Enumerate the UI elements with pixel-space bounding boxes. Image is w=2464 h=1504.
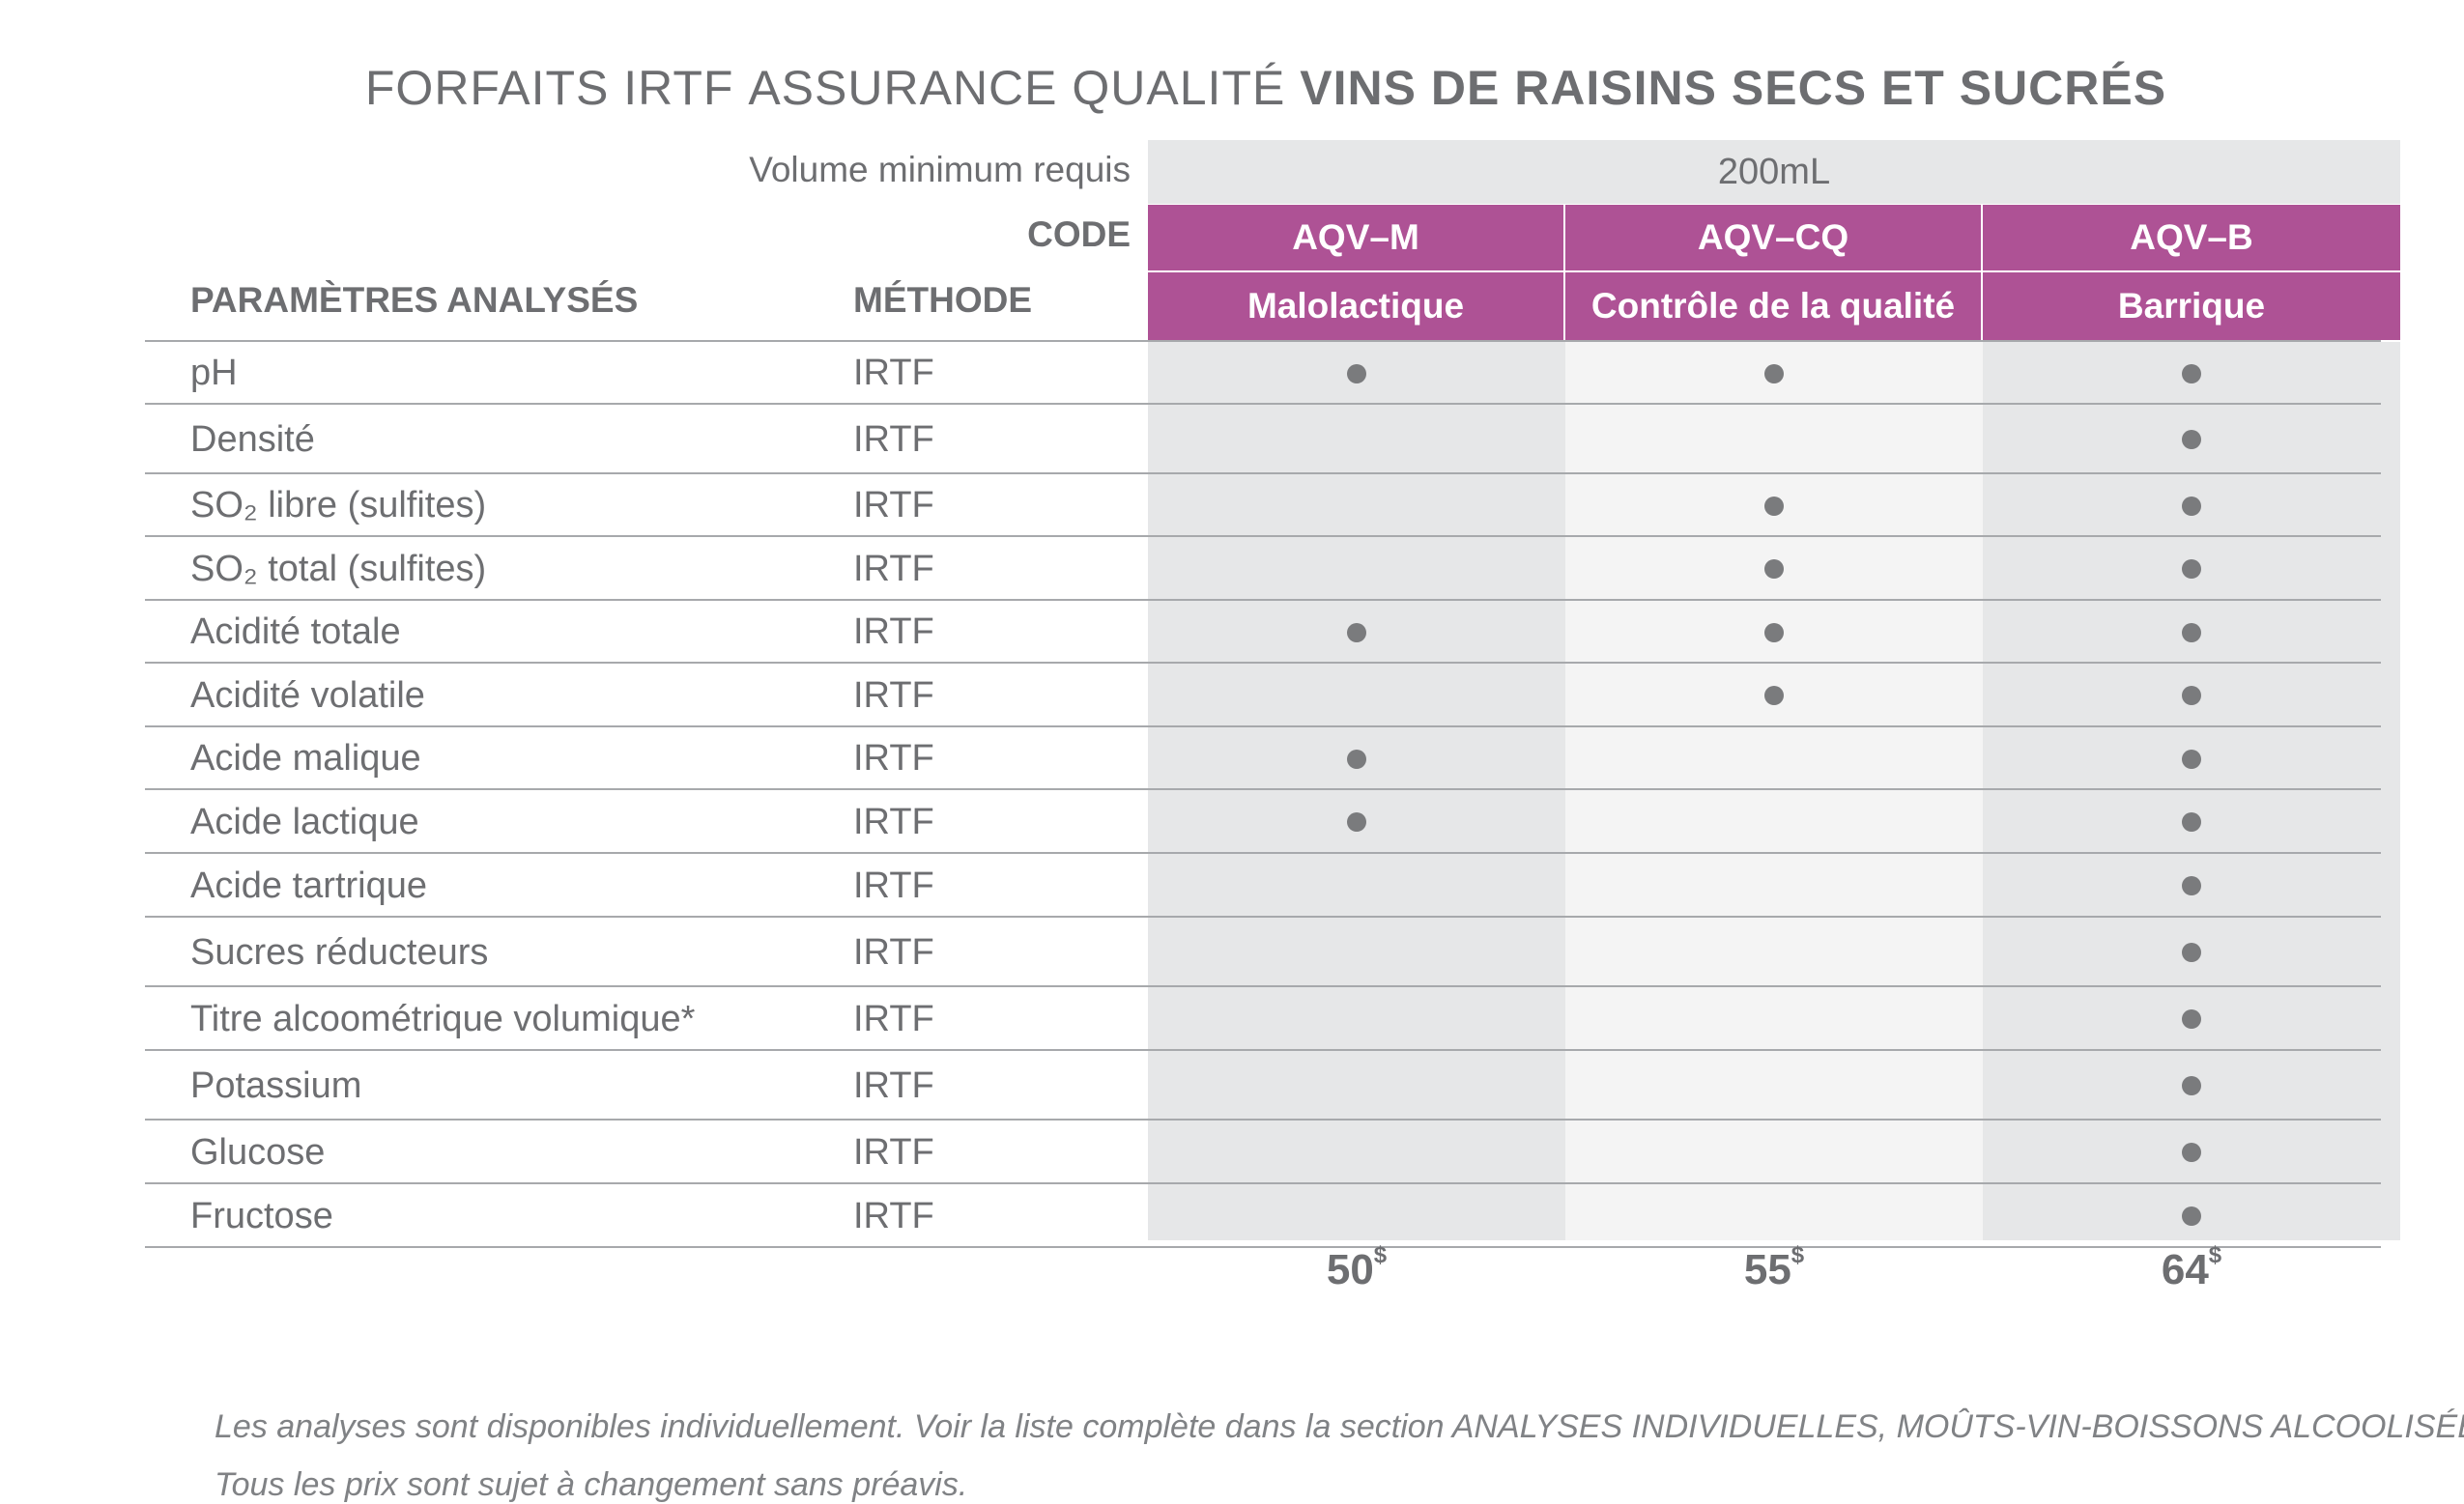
parameter-name: Densité: [190, 418, 315, 460]
row-divider: [145, 599, 2381, 601]
row-divider: [145, 985, 2381, 987]
parameter-name: SO₂ libre (sulfites): [190, 485, 487, 525]
package-name-0: Malolactique: [1148, 272, 1563, 340]
included-dot: [1764, 496, 1784, 516]
included-dot: [1764, 686, 1784, 705]
note-prices: Tous les prix sont sujet à changement sa…: [215, 1466, 968, 1503]
parameter-name: Acide malique: [190, 738, 421, 779]
method-value: IRTF: [853, 801, 934, 842]
included-dot: [1347, 363, 1366, 383]
included-dot: [2182, 559, 2201, 579]
parameter-name: Sucres réducteurs: [190, 931, 489, 973]
row-divider: [145, 1049, 2381, 1051]
package-price-0: 50$: [1260, 1242, 1453, 1294]
row-divider: [145, 403, 2381, 405]
title-part-1: FORFAITS IRTF: [364, 61, 734, 115]
method-value: IRTF: [853, 611, 934, 652]
package-name-1: Contrôle de la qualité: [1565, 272, 1981, 340]
included-dot: [2182, 622, 2201, 642]
code-label: CODE: [1027, 214, 1131, 254]
row-divider: [145, 852, 2381, 854]
method-value: IRTF: [853, 1195, 934, 1236]
price-amount: 50: [1326, 1246, 1374, 1293]
method-value: IRTF: [853, 1131, 934, 1173]
package-name-2: Barrique: [1983, 272, 2400, 340]
included-dot: [2182, 1206, 2201, 1226]
included-dot: [2182, 812, 2201, 832]
price-currency: $: [2208, 1242, 2222, 1268]
parameter-name: Acidité volatile: [190, 674, 425, 716]
included-dot: [1764, 559, 1784, 579]
row-divider: [145, 788, 2381, 790]
included-dot: [2182, 1076, 2201, 1095]
parameter-name: Titre alcoométrique volumique*: [190, 998, 696, 1039]
row-divider: [145, 662, 2381, 664]
included-dot: [2182, 686, 2201, 705]
method-value: IRTF: [853, 548, 934, 589]
package-code-1: AQV–CQ: [1565, 205, 1981, 270]
method-value: IRTF: [853, 1064, 934, 1106]
parameter-name: Acidité totale: [190, 611, 401, 652]
included-dot: [2182, 496, 2201, 516]
method-value: IRTF: [853, 353, 934, 393]
row-divider: [145, 1182, 2381, 1184]
row-divider: [145, 1246, 2381, 1248]
included-dot: [1764, 622, 1784, 642]
parameter-name: Glucose: [190, 1131, 326, 1173]
included-dot: [2182, 1009, 2201, 1029]
method-value: IRTF: [853, 738, 934, 779]
package-code-0: AQV–M: [1148, 205, 1563, 270]
price-currency: $: [1791, 1242, 1805, 1268]
included-dot: [2182, 1143, 2201, 1162]
row-divider: [145, 472, 2381, 474]
title-part-3: VINS DE RAISINS SECS ET SUCRÉS: [1300, 61, 2167, 115]
parameter-name: pH: [190, 353, 238, 393]
page-title: FORFAITS IRTF ASSURANCE QUALITÉ VINS DE …: [0, 60, 2464, 116]
included-dot: [1347, 812, 1366, 832]
price-amount: 64: [2161, 1246, 2209, 1293]
header-method: MÉTHODE: [853, 280, 1032, 320]
volume-label: Volume minimum requis: [749, 150, 1131, 189]
method-value: IRTF: [853, 674, 934, 716]
package-price-1: 55$: [1677, 1242, 1871, 1294]
header-divider: [145, 340, 2381, 342]
header-parameters: PARAMÈTRES ANALYSÉS: [190, 280, 639, 320]
included-dot: [2182, 876, 2201, 895]
row-divider: [145, 916, 2381, 918]
included-dot: [2182, 430, 2201, 449]
included-dot: [1347, 749, 1366, 769]
included-dot: [2182, 363, 2201, 383]
column-bg-cq: [1565, 342, 1983, 1240]
parameter-name: Potassium: [190, 1064, 362, 1106]
price-currency: $: [1373, 1242, 1388, 1268]
parameter-name: Acide lactique: [190, 801, 419, 842]
included-dot: [1347, 622, 1366, 642]
column-bg-m: [1148, 342, 1565, 1240]
row-divider: [145, 535, 2381, 537]
method-value: IRTF: [853, 865, 934, 906]
volume-value: 200mL: [1717, 151, 1831, 192]
method-value: IRTF: [853, 998, 934, 1039]
volume-value-cell: 200mL: [1148, 140, 2400, 204]
price-amount: 55: [1743, 1246, 1791, 1293]
parameter-name: Acide tartrique: [190, 865, 428, 906]
row-divider: [145, 1119, 2381, 1121]
row-divider: [145, 725, 2381, 727]
method-value: IRTF: [853, 485, 934, 525]
column-bg-b: [1983, 342, 2400, 1240]
included-dot: [1764, 363, 1784, 383]
parameter-name: SO₂ total (sulfites): [190, 548, 487, 589]
method-value: IRTF: [853, 931, 934, 973]
note-availability: Les analyses sont disponibles individuel…: [215, 1408, 2464, 1445]
package-code-2: AQV–B: [1983, 205, 2400, 270]
title-part-2: ASSURANCE QUALITÉ: [748, 61, 1286, 115]
included-dot: [2182, 749, 2201, 769]
parameter-name: Fructose: [190, 1195, 333, 1236]
included-dot: [2182, 943, 2201, 962]
method-value: IRTF: [853, 418, 934, 460]
package-price-2: 64$: [2095, 1242, 2288, 1294]
